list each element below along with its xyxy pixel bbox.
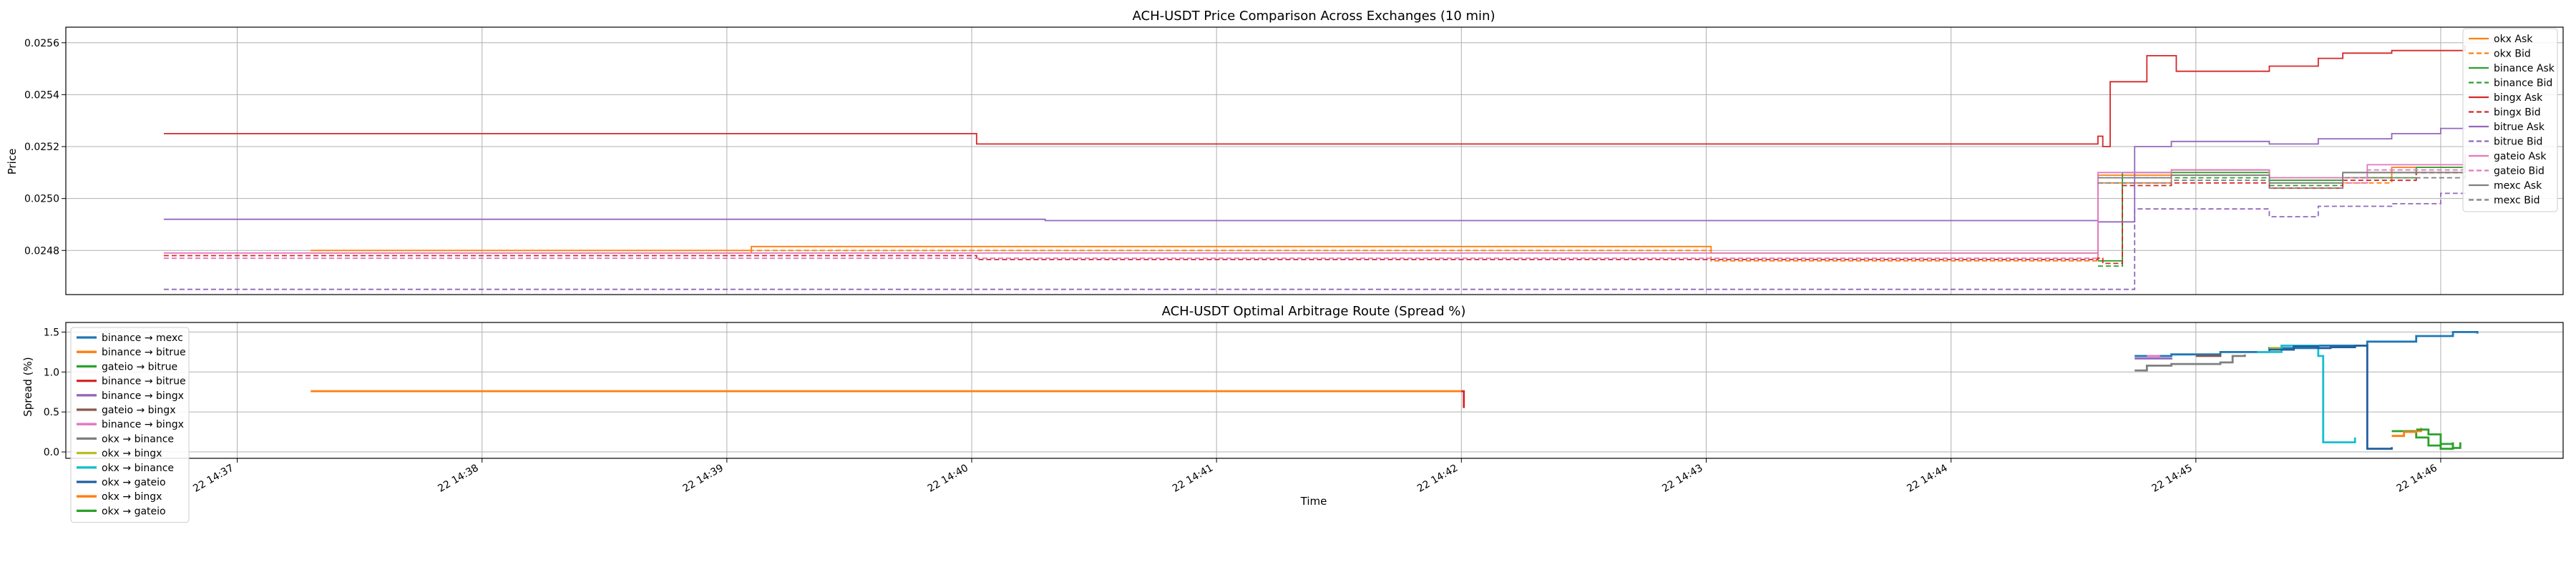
legend-label-binance-ask-2: binance Ask [2494, 63, 2555, 74]
legend-label-bitrue-bid-7: bitrue Bid [2494, 137, 2542, 148]
series-line-bingx-bid-5 [163, 164, 2466, 265]
x-tick-label: 22 14:44 [1905, 463, 1949, 495]
series-line-okx-gateio-12 [2416, 428, 2462, 449]
legend-label-mexc-ask-10: mexc Ask [2494, 180, 2542, 192]
y-tick-label: 0.5 [44, 407, 59, 418]
legend-label-binance-mexc-0: binance → mexc [102, 332, 183, 344]
y-tick-label: 0.0250 [24, 194, 59, 205]
series-line-binance-bingx-6 [2147, 355, 2160, 358]
price-chart-legend: okx Ask okx Bid binance Ask binance Bid bing… [2462, 28, 2558, 212]
legend-label-binance-bingx-6: binance → bingx [102, 419, 184, 430]
x-tick-label: 22 14:37 [191, 463, 235, 495]
legend-label-binance-bitrue-1: binance → bitrue [102, 347, 186, 358]
series-line-okx-bingx-8 [2269, 345, 2283, 350]
series-line-bitrue-bid-7 [163, 192, 2466, 290]
series-line-okx-gateio-10 [2269, 345, 2393, 450]
legend-label-okx-binance-9: okx → binance [102, 463, 174, 474]
y-tick-label: 0.0254 [24, 89, 59, 101]
series-line-okx-bingx-11 [2391, 428, 2422, 438]
legend-label-bitrue-ask-6: bitrue Ask [2494, 122, 2545, 133]
price-chart-ylabel: Price [6, 149, 19, 175]
price-chart-title: ACH-USDT Price Comparison Across Exchang… [1133, 9, 1496, 24]
legend-label-gateio-bid-9: gateio Bid [2494, 166, 2545, 177]
legend-label-bingx-bid-5: bingx Bid [2494, 107, 2541, 119]
price-chart-yticks: 0.0248 0.0250 0.0252 0.0254 0.0256 [24, 38, 66, 257]
series-line-binance-bitrue-3 [1461, 390, 1465, 408]
y-tick-label: 1.0 [44, 367, 59, 378]
legend-label-gateio-bitrue-2: gateio → bitrue [102, 361, 177, 373]
price-chart-grid [66, 27, 2563, 295]
y-tick-label: 0.0248 [24, 245, 59, 257]
legend-label-okx-bid-1: okx Bid [2494, 49, 2531, 60]
x-tick-label: 22 14:41 [1171, 463, 1215, 495]
spread-chart-frame [65, 322, 2564, 459]
series-line-okx-ask-0 [311, 159, 2466, 254]
legend-label-okx-bingx-8: okx → bingx [102, 448, 162, 460]
price-chart-series [163, 45, 2466, 290]
legend-label-binance-bingx-4: binance → bingx [102, 390, 184, 402]
price-chart-frame [65, 26, 2564, 295]
series-line-bitrue-ask-6 [163, 127, 2466, 223]
spread-chart-xticks: 22 14:37 22 14:38 22 14:39 22 14:40 22 14:41… [191, 458, 2441, 495]
spread-chart-title: ACH-USDT Optimal Arbitrage Route (Spread… [1162, 304, 1466, 319]
x-tick-label: 22 14:38 [436, 463, 480, 495]
spread-chart-xlabel: Time [1300, 495, 1327, 508]
x-tick-label: 22 14:46 [2395, 463, 2439, 495]
series-line-gateio-bid-9 [163, 159, 2466, 260]
series-line-gateio-ask-8 [163, 154, 2466, 254]
series-line-binance-mexc-0 [2135, 331, 2479, 358]
spread-chart-ylabel: Spread (%) [21, 357, 34, 417]
y-tick-label: 0.0 [44, 447, 59, 458]
legend-label-binance-bitrue-3: binance → bitrue [102, 376, 186, 388]
x-tick-label: 22 14:43 [1660, 463, 1704, 495]
legend-label-binance-bid-3: binance Bid [2494, 78, 2552, 89]
spread-chart: ACH-USDT Optimal Arbitrage Route (Spread… [21, 304, 2564, 523]
legend-label-okx-gateio-10: okx → gateio [102, 477, 166, 488]
legend-label-okx-ask-0: okx Ask [2494, 34, 2533, 45]
y-tick-label: 0.0252 [24, 142, 59, 153]
series-line-mexc-bid-11 [2097, 167, 2466, 189]
x-tick-label: 22 14:39 [681, 463, 726, 495]
series-line-okx-bid-1 [311, 164, 2466, 262]
series-line-gateio-bingx-5 [2195, 354, 2222, 358]
series-line-okx-binance-9 [2257, 345, 2356, 443]
series-line-okx-binance-7 [2135, 354, 2246, 372]
legend-label-bingx-ask-4: bingx Ask [2494, 92, 2543, 104]
spread-chart-yticks: 0.0 0.5 1.0 1.5 [44, 327, 66, 458]
legend-label-okx-binance-7: okx → binance [102, 433, 174, 445]
x-tick-label: 22 14:40 [926, 463, 970, 495]
y-tick-label: 1.5 [44, 327, 59, 338]
legend-label-okx-bingx-11: okx → bingx [102, 491, 162, 503]
x-tick-label: 22 14:45 [2150, 463, 2195, 495]
legend-label-okx-gateio-12: okx → gateio [102, 506, 166, 517]
x-tick-label: 22 14:42 [1415, 463, 1460, 495]
y-tick-label: 0.0256 [24, 38, 59, 49]
legend-box [2462, 28, 2558, 212]
legend-label-mexc-bid-11: mexc Bid [2494, 195, 2540, 207]
series-line-bingx-ask-4 [163, 45, 2466, 147]
price-chart: ACH-USDT Price Comparison Across Exchang… [6, 9, 2564, 295]
legend-box [70, 327, 190, 523]
series-line-gateio-bitrue-2 [2391, 430, 2454, 450]
legend-label-gateio-bingx-5: gateio → bingx [102, 405, 175, 416]
spread-chart-series [311, 331, 2479, 450]
legend-label-gateio-ask-8: gateio Ask [2494, 151, 2547, 162]
spread-chart-legend: binance → mexc binance → bitrue gateio → b… [70, 327, 190, 523]
spread-chart-grid [66, 322, 2563, 458]
